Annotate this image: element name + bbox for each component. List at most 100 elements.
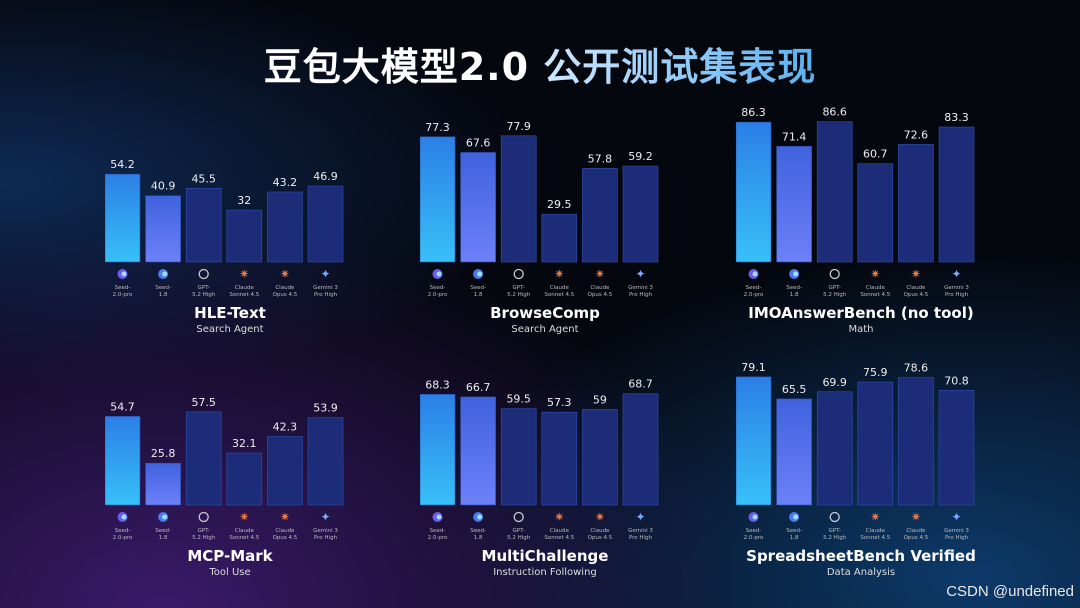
claude-icon: ✷ bbox=[280, 267, 290, 281]
model-label: 2.0-pro bbox=[428, 535, 448, 541]
model-label: Opus 4.5 bbox=[904, 292, 929, 298]
chart-subtitle: Math bbox=[848, 324, 874, 335]
chart-title: MultiChallenge bbox=[481, 547, 609, 565]
watermark: CSDN @undefined bbox=[946, 583, 1074, 600]
data-label: 86.6 bbox=[822, 106, 847, 119]
model-label: Pro High bbox=[629, 292, 653, 298]
seed-icon-inner bbox=[793, 271, 799, 277]
seed-icon-inner bbox=[121, 514, 127, 520]
data-label: 43.2 bbox=[273, 176, 298, 189]
bar bbox=[307, 417, 344, 506]
data-label: 79.1 bbox=[741, 361, 766, 374]
model-label: 1.8 bbox=[790, 535, 799, 541]
model-label: Seed- bbox=[430, 285, 446, 291]
model-label: Opus 4.5 bbox=[904, 535, 929, 541]
chart-subtitle: Instruction Following bbox=[493, 567, 597, 578]
model-label: Pro High bbox=[629, 535, 653, 541]
model-label: Seed- bbox=[155, 285, 171, 291]
chart-svg: 54.7Seed-2.0-pro25.8Seed-1.857.5GPT-5.2 … bbox=[105, 396, 344, 541]
model-label: Sonnet 4.5 bbox=[229, 535, 259, 541]
model-label: Sonnet 4.5 bbox=[544, 292, 574, 298]
bar bbox=[185, 411, 222, 506]
chart-title: SpreadsheetBench Verified bbox=[746, 547, 976, 565]
bar bbox=[816, 391, 853, 506]
bar-chart: 86.3 Seed- 2.0-pro 71.4 Seed- 1.8 86.6 GPT- 5.2 … bbox=[736, 22, 986, 335]
data-label: 29.5 bbox=[547, 198, 572, 211]
claude-icon: ✷ bbox=[595, 267, 605, 281]
data-label: 53.9 bbox=[313, 402, 338, 415]
openai-icon bbox=[513, 511, 524, 523]
model-label: Pro High bbox=[314, 535, 338, 541]
seed-icon-inner bbox=[477, 271, 483, 277]
data-label: 86.3 bbox=[741, 106, 766, 119]
bar-chart: 77.3 Seed- 2.0-pro 67.6 Seed- 1.8 77.9 GPT- 5.2 … bbox=[420, 22, 670, 335]
model-label: Seed- bbox=[746, 285, 762, 291]
model-label: GPT- bbox=[512, 285, 524, 291]
gemini-icon: ✦ bbox=[635, 510, 645, 524]
claude-icon: ✷ bbox=[595, 510, 605, 524]
model-label: 2.0-pro bbox=[744, 535, 764, 541]
claude-icon: ✷ bbox=[239, 267, 249, 281]
model-label: Claude bbox=[550, 285, 570, 291]
bar bbox=[145, 462, 181, 506]
bar-chart: 68.3 Seed- 2.0-pro 66.7 Seed- 1.8 59.5 GPT- 5.2 … bbox=[420, 265, 670, 578]
bar bbox=[541, 213, 578, 263]
openai-icon bbox=[829, 268, 840, 280]
model-label: Sonnet 4.5 bbox=[229, 292, 259, 298]
data-label: 57.3 bbox=[547, 396, 572, 409]
claude-icon: ✷ bbox=[554, 510, 564, 524]
data-label: 57.5 bbox=[191, 396, 216, 409]
model-label: Claude bbox=[550, 528, 570, 534]
model-label: 5.2 High bbox=[192, 535, 216, 541]
data-label: 70.8 bbox=[944, 374, 969, 387]
model-label: Opus 4.5 bbox=[273, 535, 298, 541]
model-label: Sonnet 4.5 bbox=[860, 292, 890, 298]
model-label: Seed- bbox=[115, 285, 131, 291]
claude-icon: ✷ bbox=[911, 510, 921, 524]
claude-icon: ✷ bbox=[911, 267, 921, 281]
seed-icon-inner bbox=[752, 514, 758, 520]
claude-icon: ✷ bbox=[554, 267, 564, 281]
data-label: 67.6 bbox=[466, 136, 491, 149]
model-label: GPT- bbox=[828, 285, 840, 291]
model-label: Sonnet 4.5 bbox=[860, 535, 890, 541]
model-label: Claude bbox=[275, 285, 295, 291]
model-label: 5.2 High bbox=[507, 535, 531, 541]
model-label: 2.0-pro bbox=[428, 292, 448, 298]
data-label: 83.3 bbox=[944, 111, 969, 124]
page-title: 豆包大模型2.0 公开测试集表现 bbox=[0, 36, 1080, 91]
chart-svg: 77.3Seed-2.0-pro67.6Seed-1.877.9GPT-5.2 … bbox=[420, 120, 659, 298]
model-label: Seed- bbox=[786, 285, 802, 291]
model-label: Seed- bbox=[786, 528, 802, 534]
bar bbox=[938, 390, 975, 506]
data-label: 40.9 bbox=[151, 180, 176, 193]
model-label: GPT- bbox=[512, 528, 524, 534]
data-label: 59 bbox=[593, 393, 607, 406]
bar bbox=[105, 173, 141, 263]
data-label: 59.5 bbox=[506, 393, 531, 406]
claude-icon: ✷ bbox=[870, 510, 880, 524]
data-label: 72.6 bbox=[904, 128, 929, 141]
bar bbox=[541, 411, 578, 506]
bar bbox=[857, 163, 894, 263]
bar bbox=[226, 209, 263, 263]
model-label: Claude bbox=[866, 528, 886, 534]
title-main: 豆包大模型2.0 bbox=[263, 45, 544, 89]
gemini-icon: ✦ bbox=[320, 510, 330, 524]
gemini-icon: ✦ bbox=[320, 267, 330, 281]
bar bbox=[226, 452, 263, 506]
model-label: Opus 4.5 bbox=[588, 292, 613, 298]
seed-icon-inner bbox=[752, 271, 758, 277]
model-label: Claude bbox=[906, 285, 926, 291]
data-label: 32 bbox=[237, 194, 251, 207]
model-label: Pro High bbox=[314, 292, 338, 298]
model-label: 5.2 High bbox=[507, 292, 531, 298]
model-label: 1.8 bbox=[159, 292, 168, 298]
model-label: 2.0-pro bbox=[113, 535, 133, 541]
model-label: Claude bbox=[906, 528, 926, 534]
model-label: Gemini 3 bbox=[944, 285, 969, 291]
data-label: 42.3 bbox=[273, 420, 298, 433]
chart-title: MCP-Mark bbox=[187, 547, 273, 565]
data-label: 60.7 bbox=[863, 148, 888, 161]
gemini-icon: ✦ bbox=[951, 267, 961, 281]
